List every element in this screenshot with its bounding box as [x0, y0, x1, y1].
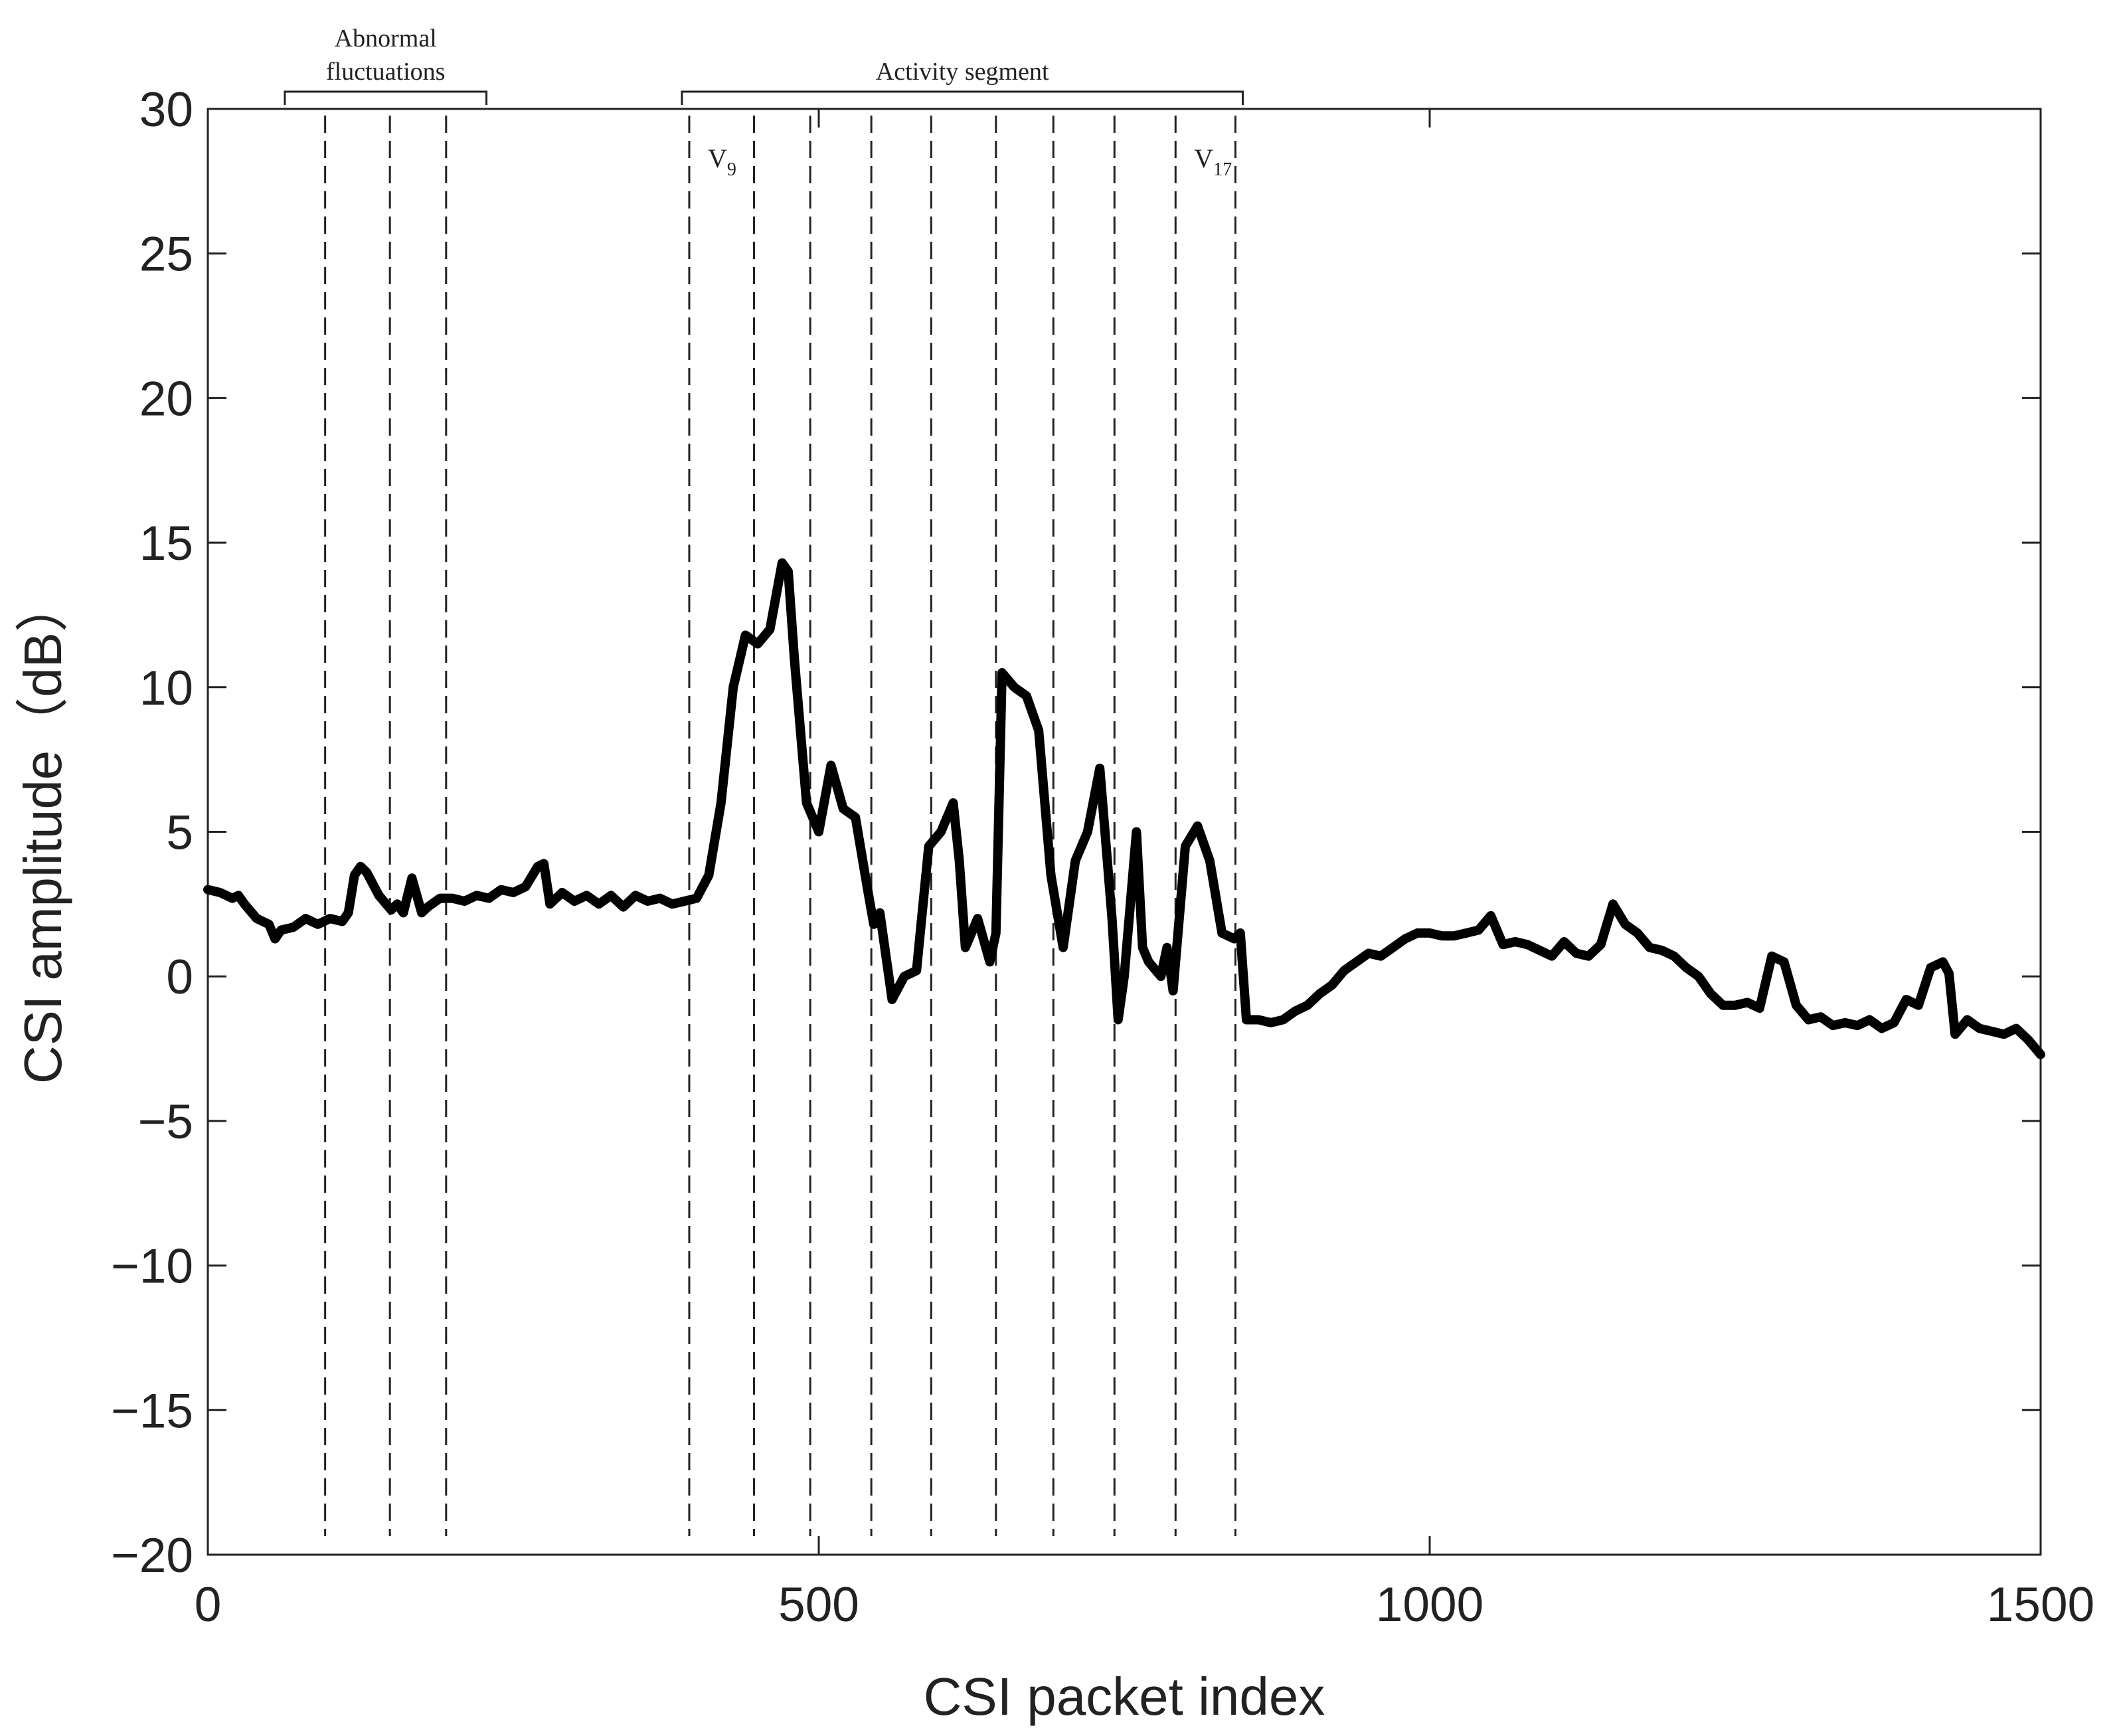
vline-label-subscript: 9 [727, 159, 736, 180]
annotation-text: Activity segment [876, 58, 1049, 86]
x-axis-label: CSI packet index [924, 1667, 1325, 1726]
data-line [203, 558, 2045, 1059]
plot-frame [207, 108, 2042, 1556]
y-tick-label: −15 [111, 1384, 193, 1438]
y-tick-label: 20 [139, 372, 193, 426]
annotation-text: Abnormal [335, 25, 437, 52]
y-tick-label: 25 [139, 228, 193, 282]
bracket [681, 90, 1244, 105]
y-tick-label: 5 [166, 806, 193, 860]
y-tick-label: −10 [111, 1240, 193, 1294]
annotation-text: fluctuations [326, 58, 445, 86]
y-tick-label: 0 [166, 950, 193, 1004]
vline-label-subscript: 17 [1213, 159, 1232, 180]
x-tick-label: 1000 [1376, 1578, 1483, 1632]
y-tick-label: −5 [138, 1095, 193, 1149]
y-tick-label: 30 [139, 83, 193, 137]
x-tick-label: 500 [778, 1578, 859, 1632]
y-tick-label: −20 [111, 1529, 193, 1583]
vline-label-base: V [1194, 143, 1213, 173]
vline-label: V9 [708, 143, 736, 180]
x-tick-label: 0 [195, 1578, 222, 1632]
vline-label: V17 [1194, 143, 1232, 180]
x-tick-label: 1500 [1987, 1578, 2094, 1632]
vline-label-base: V [708, 143, 727, 173]
y-axis-label: CSI amplitude（dB） [13, 579, 72, 1084]
bracket [284, 90, 488, 105]
y-tick-label: 15 [139, 517, 193, 570]
y-tick-label: 10 [139, 661, 193, 715]
